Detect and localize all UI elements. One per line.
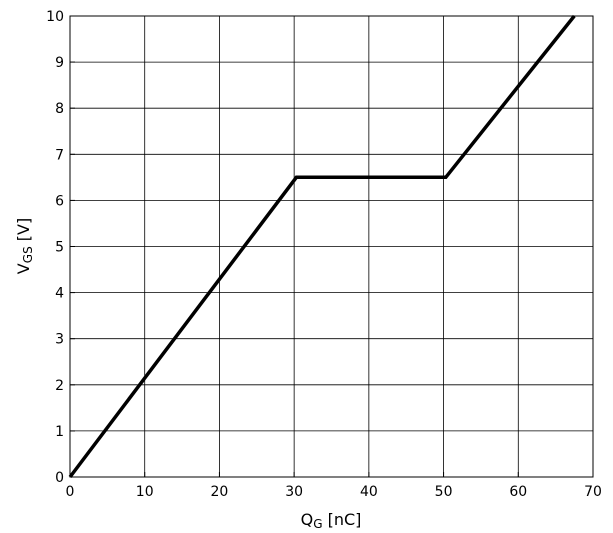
y-tick-label: 5 — [55, 240, 64, 256]
x-tick-label: 20 — [211, 484, 229, 500]
y-tick-label: 4 — [55, 286, 64, 302]
x-tick-label: 60 — [509, 484, 527, 500]
x-tick-labels: 0 10 20 30 40 50 60 70 — [66, 484, 602, 500]
x-tick-label: 40 — [360, 484, 378, 500]
x-axis-label-main: Q — [301, 510, 314, 529]
y-tick-label: 8 — [55, 101, 64, 117]
y-tick-label: 9 — [55, 55, 64, 71]
series-layer — [68, 14, 576, 479]
grid — [69, 15, 594, 478]
y-tick-label: 1 — [55, 424, 64, 440]
y-tick-label: 7 — [55, 147, 64, 163]
x-tick-label: 0 — [66, 484, 75, 500]
y-tick-label: 3 — [55, 332, 64, 348]
y-axis-label-sub: GS — [21, 246, 35, 263]
x-tick-label: 10 — [136, 484, 154, 500]
y-axis-label-main: V — [14, 263, 33, 274]
y-tick-label: 2 — [55, 378, 64, 394]
x-axis-label-unit: [nC] — [323, 510, 362, 529]
y-tick-labels: 0 1 2 3 4 5 6 7 8 9 10 — [46, 9, 64, 486]
y-axis-label: VGS [V] — [14, 218, 35, 274]
x-tick-label: 70 — [584, 484, 602, 500]
y-tick-label: 6 — [55, 193, 64, 209]
y-axis-label-unit: [V] — [14, 218, 33, 247]
y-tick-label: 0 — [55, 470, 64, 486]
x-tick-label: 50 — [435, 484, 453, 500]
y-tick-label: 10 — [46, 9, 64, 25]
series-line — [68, 14, 576, 479]
ticks — [69, 15, 594, 478]
x-axis-label-sub: G — [313, 517, 322, 531]
x-tick-label: 30 — [285, 484, 303, 500]
x-axis-label: QG [nC] — [301, 510, 362, 531]
